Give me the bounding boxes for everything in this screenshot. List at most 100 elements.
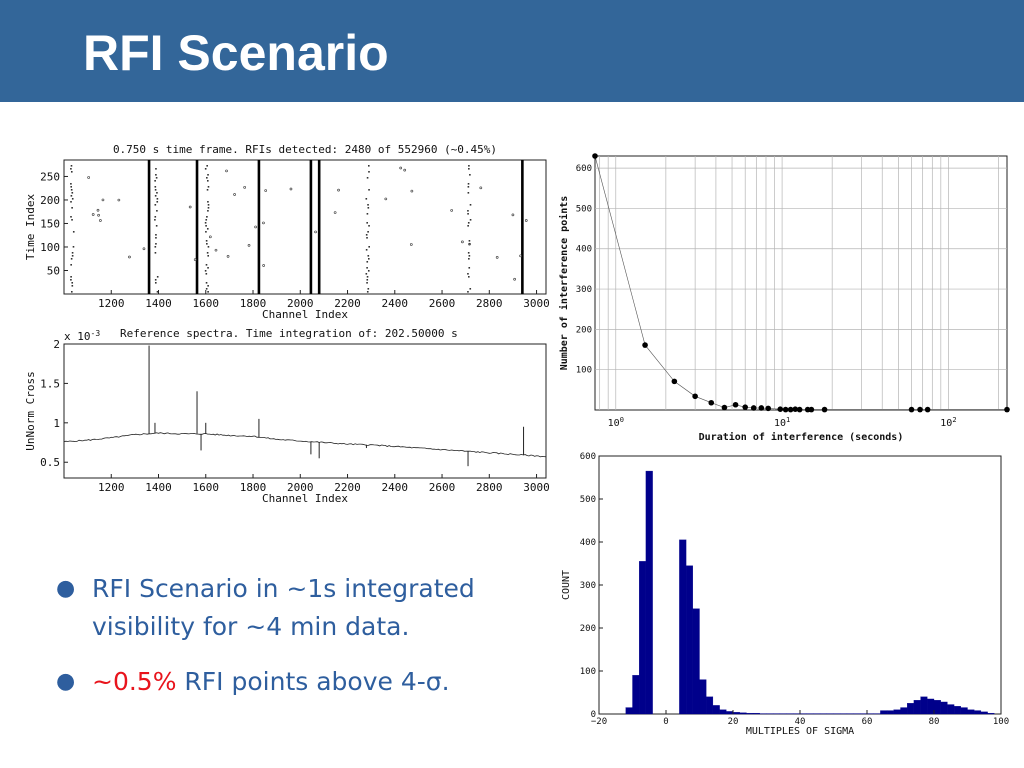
histogram-bar (960, 707, 968, 715)
rfi-point (366, 291, 369, 293)
rfi-point (368, 171, 370, 173)
rfi-point (70, 195, 73, 197)
rfi-point (154, 216, 157, 218)
data-point (787, 406, 794, 413)
rfi-point (264, 189, 268, 192)
rfi-point (366, 213, 369, 215)
rfi-point (206, 165, 208, 167)
x-tick-label: 2000 (287, 481, 314, 494)
rfi-point (205, 225, 207, 227)
histogram-bar (706, 696, 714, 715)
rfi-point (289, 187, 293, 191)
rfi-point (367, 207, 370, 209)
rfi-point (365, 249, 368, 251)
histogram-bar (719, 709, 727, 715)
rfi-point (128, 255, 131, 259)
rfi-point (70, 279, 72, 281)
y-tick-label: 600 (580, 452, 596, 462)
histogram-bar (632, 675, 640, 715)
histogram-bar (752, 712, 760, 715)
histogram-bar (913, 700, 921, 715)
x-tick-label: 3000 (523, 297, 550, 310)
y-tick-label: 600 (576, 164, 592, 174)
histogram-bar (980, 711, 988, 715)
x-tick-label: 60 (862, 717, 873, 727)
y-tick-label: 200 (576, 325, 592, 335)
rfi-point (72, 231, 75, 233)
rfi-point (70, 189, 73, 191)
rfi-point (70, 186, 73, 188)
rfi-point (337, 188, 340, 192)
rfi-point (467, 213, 469, 215)
data-point (821, 406, 828, 413)
rfi-point (262, 221, 265, 225)
histogram-bar (880, 710, 888, 715)
rfi-point (70, 291, 73, 293)
rfi-point (205, 273, 208, 275)
rfi-point (71, 192, 74, 194)
rfi-point (468, 258, 470, 260)
rfi-point (467, 192, 470, 194)
rfi-point (366, 282, 368, 284)
rfi-point (154, 189, 157, 191)
x-tick-exponent: 0 (620, 416, 624, 424)
rfi-point (207, 246, 210, 248)
rfi-point (101, 198, 105, 202)
rfi-point (70, 168, 72, 170)
rfi-point (154, 219, 156, 221)
y-tick-label: 250 (40, 170, 60, 183)
y-axis-label: UnNorm Cross (24, 371, 37, 450)
rfi-point (155, 243, 157, 245)
rfi-point (524, 219, 528, 222)
rfi-point (511, 213, 515, 217)
histogram-bar (726, 711, 734, 715)
bullet-text: RFI Scenario in ~1s integrated visibilit… (92, 574, 475, 641)
histogram-bar (974, 710, 982, 715)
rfi-point (207, 207, 210, 209)
rfi-point (205, 240, 208, 242)
histogram-bar (732, 712, 740, 715)
x-tick-label: 2600 (429, 481, 456, 494)
data-point (758, 405, 765, 411)
rfi-point (365, 198, 368, 200)
x-tick-exponent: 2 (952, 416, 956, 424)
rfi-point (154, 279, 157, 281)
plot-frame (598, 455, 1002, 715)
bullet-item: ● ~0.5% RFI points above 4-σ. (56, 663, 536, 701)
histogram-bar (953, 706, 961, 715)
x-tick-label: 100 (993, 717, 1009, 727)
histogram-bar (712, 705, 720, 715)
rfi-point (467, 210, 469, 212)
rfi-point (208, 235, 212, 239)
rfi-point (70, 201, 72, 203)
rfi-point (156, 291, 159, 293)
rfi-point (154, 282, 157, 284)
rfi-point (495, 255, 499, 259)
rfi-point (204, 222, 207, 224)
y-tick-label: 400 (580, 538, 596, 548)
rfi-point (71, 282, 74, 284)
x-tick-label: 1800 (240, 481, 267, 494)
scale-exponent: -3 (91, 329, 101, 338)
rfi-point (99, 219, 102, 222)
histogram-bar (639, 561, 647, 715)
rfi-point (513, 277, 516, 281)
title-bar: RFI Scenario (0, 0, 1024, 102)
histogram-bar (685, 565, 693, 715)
rfi-point (368, 189, 370, 191)
bullet-list: ● RFI Scenario in ~1s integrated visibili… (56, 570, 536, 718)
data-point (1004, 406, 1010, 413)
y-tick-label: 400 (576, 245, 592, 255)
rfi-point (154, 252, 157, 254)
rfi-point (366, 222, 368, 224)
rfi-point (193, 258, 197, 261)
bullet-highlight: ~0.5% (92, 667, 177, 696)
x-tick-label: 1200 (98, 297, 125, 310)
x-tick-label: 20 (728, 717, 739, 727)
rfi-point (366, 279, 369, 281)
rfi-point (368, 246, 370, 248)
rfi-point (206, 180, 209, 182)
rfi-point (206, 177, 208, 179)
rfi-point (188, 205, 192, 209)
data-point (721, 404, 728, 411)
